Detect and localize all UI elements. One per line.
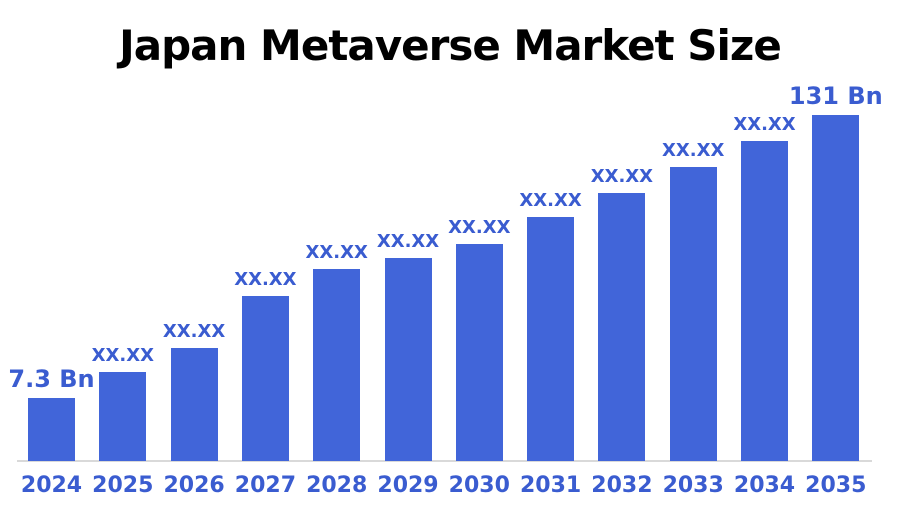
x-tick-2034: 2034 [733, 473, 796, 498]
bar-2034 [741, 141, 788, 461]
x-tick-2027: 2027 [234, 473, 297, 498]
value-label-2029: XX.XX [376, 231, 440, 252]
value-label-2026: XX.XX [162, 321, 226, 342]
x-tick-2024: 2024 [20, 473, 83, 498]
value-label-2032: XX.XX [590, 166, 654, 187]
x-tick-2035: 2035 [805, 473, 867, 498]
value-label-2033: XX.XX [662, 140, 725, 161]
x-tick-2033: 2033 [662, 473, 724, 498]
chart-title: Japan Metaverse Market Size [119, 21, 782, 70]
bar-2031 [527, 217, 575, 461]
x-axis-line [17, 460, 872, 462]
value-label-2025: XX.XX [91, 345, 154, 366]
bar-2024 [28, 398, 75, 461]
value-label-2030: XX.XX [448, 217, 511, 238]
x-tick-2026: 2026 [163, 473, 225, 498]
value-label-2034: XX.XX [733, 114, 796, 135]
bar-2028 [313, 269, 361, 461]
x-tick-2030: 2030 [448, 473, 510, 498]
bar-2025 [99, 372, 147, 461]
bar-2027 [241, 296, 289, 461]
bar-2029 [384, 258, 432, 461]
x-tick-2032: 2032 [591, 473, 653, 498]
x-tick-2025: 2025 [92, 473, 154, 498]
x-tick-2031: 2031 [519, 473, 582, 498]
bar-2035 [812, 115, 860, 461]
value-label-2031: XX.XX [519, 190, 582, 211]
bar-2033 [669, 167, 717, 461]
value-label-2028: XX.XX [305, 242, 368, 263]
x-tick-2029: 2029 [377, 473, 439, 498]
value-label-2024: 7.3 Bn [8, 365, 95, 393]
bar-2032 [598, 193, 646, 461]
x-tick-2028: 2028 [306, 473, 368, 498]
value-label-2027: XX.XX [234, 269, 297, 290]
bar-2026 [170, 348, 218, 461]
value-label-2035: 131 Bn [788, 82, 883, 110]
bar-2030 [455, 244, 503, 461]
